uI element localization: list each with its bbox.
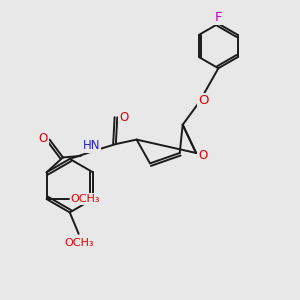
Text: OCH₃: OCH₃ xyxy=(70,194,100,204)
Text: F: F xyxy=(214,11,222,24)
Text: O: O xyxy=(119,111,128,124)
Text: O: O xyxy=(198,94,209,107)
Text: O: O xyxy=(198,149,207,162)
Text: O: O xyxy=(38,132,48,145)
Text: OCH₃: OCH₃ xyxy=(64,238,93,248)
Text: HN: HN xyxy=(82,139,100,152)
